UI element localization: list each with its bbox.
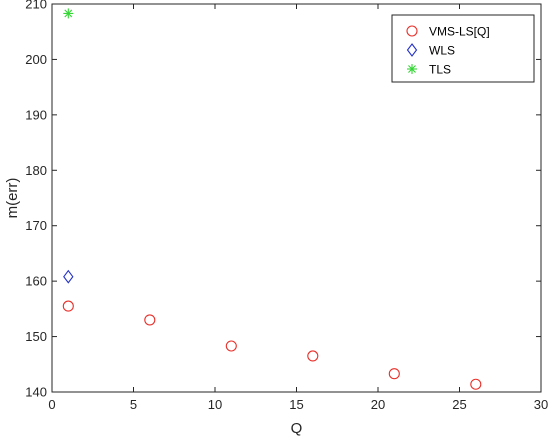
y-tick-label: 190 <box>25 107 47 122</box>
x-tick-label: 25 <box>452 397 466 412</box>
data-point-vms-ls-q <box>144 314 156 326</box>
points-layer <box>62 8 482 390</box>
y-tick-label: 180 <box>25 163 47 178</box>
data-point-vms-ls-q <box>470 378 482 390</box>
y-tick-label: 150 <box>25 329 47 344</box>
legend-marker-wls <box>406 43 418 57</box>
data-point-vms-ls-q <box>225 340 237 352</box>
data-point-vms-ls-q <box>62 300 74 312</box>
data-point-tls <box>63 8 74 19</box>
legend-marker-vms-ls-q <box>406 25 418 37</box>
legend: VMS-LS[Q] WLS TLS <box>391 14 535 83</box>
x-tick-label: 15 <box>289 397 303 412</box>
legend-label-vms-ls-q: VMS-LS[Q] <box>429 25 490 39</box>
y-tick-label: 140 <box>25 385 47 400</box>
data-point-vms-ls-q <box>307 350 319 362</box>
legend-label-wls: WLS <box>429 44 455 58</box>
x-tick-label: 5 <box>130 397 137 412</box>
x-axis-title: Q <box>291 420 303 437</box>
legend-label-tls: TLS <box>429 63 451 77</box>
legend-marker-tls <box>407 64 417 74</box>
ticks-layer: 0 5 10 15 20 25 30 140 150 160 170 180 190 200 210 <box>25 0 548 412</box>
y-tick-label: 210 <box>25 0 47 12</box>
x-tick-label: 20 <box>371 397 385 412</box>
x-tick-label: 0 <box>48 397 55 412</box>
plot-area-frame <box>51 3 542 393</box>
x-tick-label: 30 <box>534 397 548 412</box>
y-axis-title: m(err) <box>4 178 21 219</box>
y-tick-label: 170 <box>25 218 47 233</box>
data-point-vms-ls-q <box>388 368 400 380</box>
x-tick-label: 10 <box>208 397 222 412</box>
data-point-wls <box>63 269 74 284</box>
y-tick-label: 160 <box>25 274 47 289</box>
y-tick-label: 200 <box>25 52 47 67</box>
